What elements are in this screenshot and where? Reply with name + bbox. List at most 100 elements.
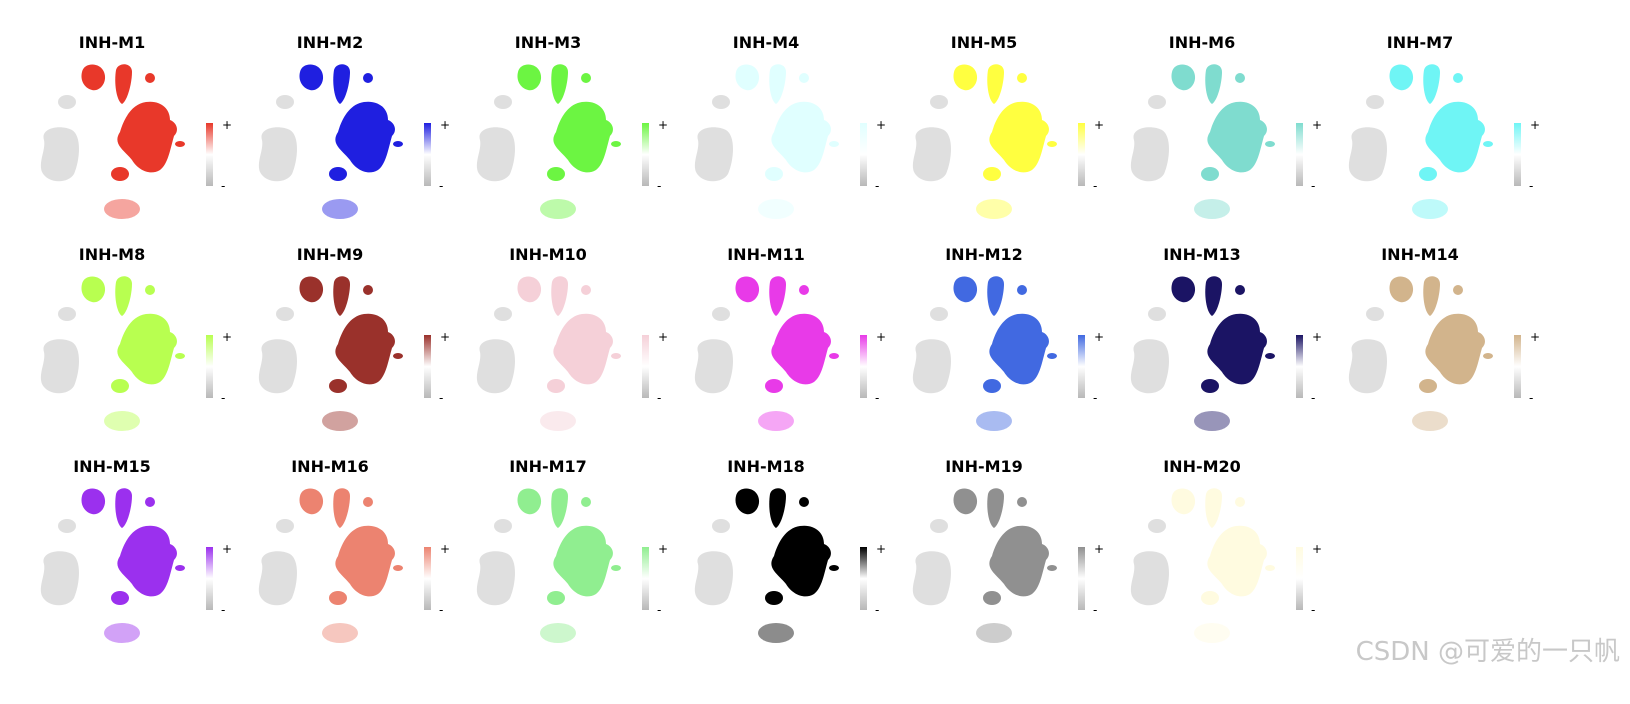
colorbar-high-label: + [876, 330, 886, 344]
cluster [393, 141, 403, 147]
cluster [989, 313, 1049, 385]
cluster [953, 488, 978, 515]
cluster [145, 285, 155, 295]
colorbar [642, 335, 649, 398]
cluster [1366, 307, 1384, 321]
colorbar-high-label: + [658, 118, 668, 132]
cluster [912, 127, 951, 182]
cluster [476, 551, 515, 606]
colorbar [642, 547, 649, 610]
panel-title: INH-M9 [297, 245, 363, 264]
cluster [1201, 379, 1219, 393]
cluster [1483, 353, 1493, 359]
panel: INH-M15 + - [40, 457, 232, 643]
cluster [694, 339, 733, 394]
colorbar-high-label: + [658, 542, 668, 556]
cluster [799, 285, 809, 295]
cluster [1425, 313, 1485, 385]
cluster [111, 379, 129, 393]
cluster [829, 565, 839, 571]
cluster [175, 141, 185, 147]
cluster [1047, 565, 1057, 571]
panel: INH-M20 + - [1130, 457, 1322, 643]
panel: INH-M11 + - [694, 245, 886, 431]
cluster [611, 141, 621, 147]
cluster [1412, 199, 1448, 219]
cluster [322, 623, 358, 643]
cluster [553, 101, 613, 173]
cluster [1453, 73, 1463, 83]
cluster [1130, 551, 1169, 606]
cluster [1419, 379, 1437, 393]
cluster [333, 64, 350, 104]
colorbar-low-label: - [439, 603, 443, 617]
cluster [983, 379, 1001, 393]
colorbar [1078, 123, 1085, 186]
cluster [547, 167, 565, 181]
colorbar [860, 123, 867, 186]
cluster [829, 141, 839, 147]
panel-title: INH-M14 [1381, 245, 1459, 264]
cluster [104, 199, 140, 219]
cluster [1389, 64, 1414, 91]
cluster [40, 551, 79, 606]
cluster [335, 101, 395, 173]
cluster [611, 565, 621, 571]
cluster [393, 353, 403, 359]
cluster [258, 339, 297, 394]
colorbar [860, 547, 867, 610]
cluster [930, 307, 948, 321]
cluster [769, 488, 786, 528]
panel: INH-M5 + - [912, 33, 1104, 219]
cluster [1148, 307, 1166, 321]
colorbar-high-label: + [440, 118, 450, 132]
cluster [758, 199, 794, 219]
cluster [81, 64, 106, 91]
cluster [1171, 276, 1196, 303]
cluster [145, 497, 155, 507]
cluster [299, 64, 324, 91]
panel-title: INH-M7 [1387, 33, 1453, 52]
colorbar [642, 123, 649, 186]
cluster [1412, 411, 1448, 431]
colorbar-high-label: + [222, 330, 232, 344]
colorbar [424, 547, 431, 610]
cluster [1148, 519, 1166, 533]
colorbar-high-label: + [222, 118, 232, 132]
panel-title: INH-M19 [945, 457, 1023, 476]
colorbar-low-label: - [657, 391, 661, 405]
cluster [1017, 73, 1027, 83]
cluster [335, 313, 395, 385]
panel-title: INH-M20 [1163, 457, 1241, 476]
colorbar-low-label: - [875, 179, 879, 193]
cluster [712, 519, 730, 533]
panel: INH-M7 + - [1348, 33, 1540, 219]
panel-title: INH-M1 [79, 33, 145, 52]
cluster [1171, 64, 1196, 91]
cluster [175, 353, 185, 359]
cluster [258, 127, 297, 182]
colorbar-low-label: - [1093, 179, 1097, 193]
cluster [953, 276, 978, 303]
cluster [930, 95, 948, 109]
panel-title: INH-M17 [509, 457, 587, 476]
panel: INH-M13 + - [1130, 245, 1322, 431]
cluster [517, 64, 542, 91]
cluster [1423, 276, 1440, 316]
cluster [81, 276, 106, 303]
cluster [81, 488, 106, 515]
panel-title: INH-M4 [733, 33, 799, 52]
cluster [989, 101, 1049, 173]
panel: INH-M3 + - [476, 33, 668, 219]
cluster [1389, 276, 1414, 303]
colorbar-high-label: + [1312, 542, 1322, 556]
cluster [983, 591, 1001, 605]
cluster [1017, 497, 1027, 507]
panel: INH-M17 + - [476, 457, 668, 643]
cluster [58, 95, 76, 109]
cluster [547, 379, 565, 393]
cluster [1047, 353, 1057, 359]
colorbar [206, 335, 213, 398]
cluster [912, 339, 951, 394]
panel-title: INH-M6 [1169, 33, 1235, 52]
